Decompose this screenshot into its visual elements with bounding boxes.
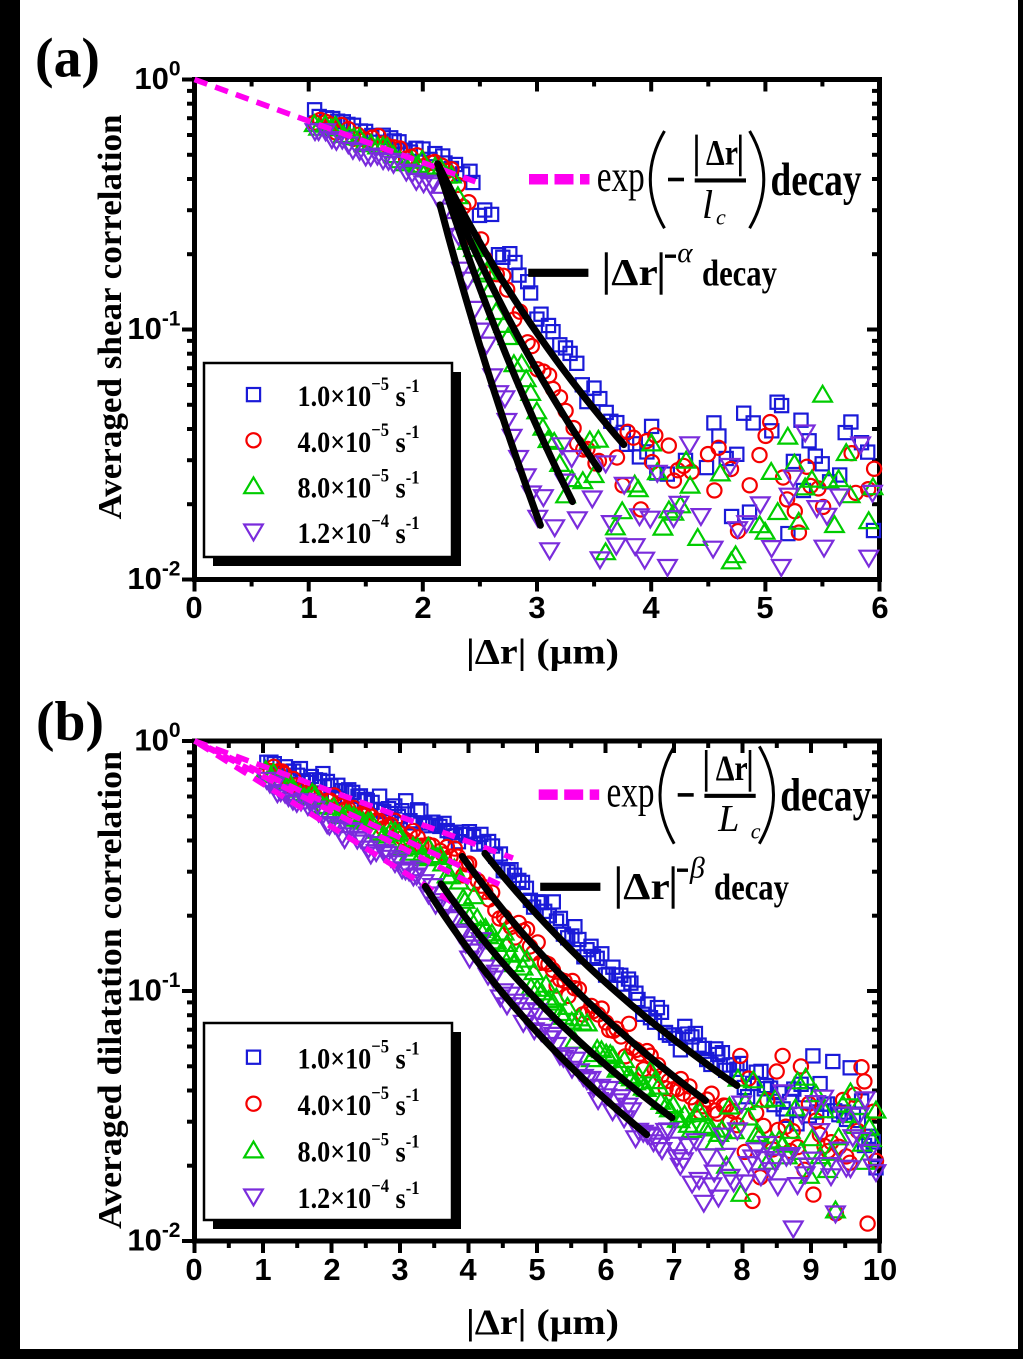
svg-text:α: α xyxy=(677,237,693,269)
svg-text:c: c xyxy=(751,818,761,843)
svg-text:exp: exp xyxy=(597,152,645,201)
svg-text:decay: decay xyxy=(702,253,777,294)
svg-text:exp: exp xyxy=(607,767,655,816)
svg-text:decay: decay xyxy=(771,154,862,206)
svg-text:2: 2 xyxy=(323,1252,340,1287)
svg-text:β: β xyxy=(689,852,705,885)
svg-text:1.0×10−5 s-1: 1.0×10−5 s-1 xyxy=(298,1037,420,1076)
svg-text:1.2×10−4 s-1: 1.2×10−4 s-1 xyxy=(298,511,420,550)
svg-text:decay: decay xyxy=(780,769,871,821)
svg-text:6: 6 xyxy=(871,590,888,625)
svg-text:|Δr| (μm): |Δr| (μm) xyxy=(466,1302,619,1342)
svg-text:(b): (b) xyxy=(36,691,104,753)
svg-text:Δr: Δr xyxy=(706,133,738,173)
svg-text:0: 0 xyxy=(185,1252,202,1287)
svg-text:4: 4 xyxy=(459,1252,477,1287)
svg-text:8.0×10−5 s-1: 8.0×10−5 s-1 xyxy=(298,1130,420,1169)
svg-text:4: 4 xyxy=(642,590,660,625)
svg-text:10: 10 xyxy=(863,1252,897,1287)
svg-text:1: 1 xyxy=(254,1252,271,1287)
svg-text:c: c xyxy=(716,205,726,230)
svg-text:1.0×10−5 s-1: 1.0×10−5 s-1 xyxy=(298,374,420,413)
svg-text:1: 1 xyxy=(300,590,317,625)
svg-text:Δr: Δr xyxy=(611,252,658,294)
svg-text:Averaged dilatation correlatio: Averaged dilatation correlation xyxy=(92,751,129,1229)
svg-text:Δr: Δr xyxy=(623,866,670,908)
svg-text:5: 5 xyxy=(528,1252,545,1287)
svg-text:2: 2 xyxy=(414,590,431,625)
svg-text:5: 5 xyxy=(756,590,773,625)
svg-text:3: 3 xyxy=(528,590,545,625)
svg-text:1.2×10−4 s-1: 1.2×10−4 s-1 xyxy=(298,1176,420,1215)
svg-text:0: 0 xyxy=(185,590,202,625)
svg-text:L: L xyxy=(717,798,739,840)
svg-text:6: 6 xyxy=(597,1252,614,1287)
svg-text:4.0×10−5 s-1: 4.0×10−5 s-1 xyxy=(298,1083,420,1122)
svg-text:8.0×10−5 s-1: 8.0×10−5 s-1 xyxy=(298,466,420,505)
svg-text:(a): (a) xyxy=(35,28,100,90)
svg-text:3: 3 xyxy=(391,1252,408,1287)
svg-text:|Δr| (μm): |Δr| (μm) xyxy=(466,632,619,672)
svg-text:9: 9 xyxy=(802,1252,819,1287)
svg-text:8: 8 xyxy=(733,1252,750,1287)
svg-text:decay: decay xyxy=(714,867,789,908)
svg-text:Δr: Δr xyxy=(716,748,748,788)
svg-text:Averaged shear correlation: Averaged shear correlation xyxy=(92,114,129,519)
svg-text:7: 7 xyxy=(665,1252,682,1287)
svg-text:l: l xyxy=(702,182,713,227)
svg-text:4.0×10−5 s-1: 4.0×10−5 s-1 xyxy=(298,420,420,459)
